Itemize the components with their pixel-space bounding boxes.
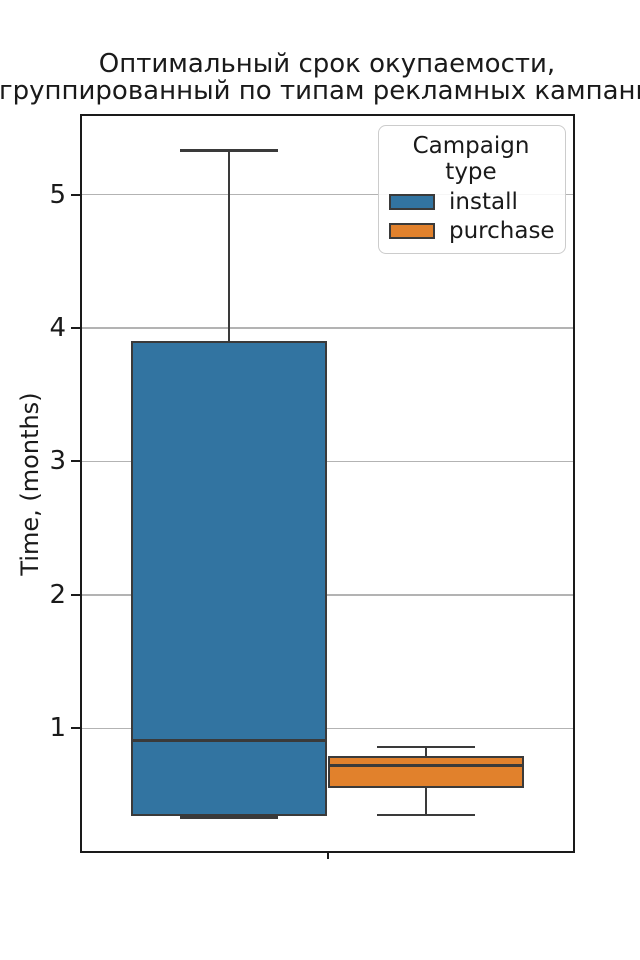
gridline-y5 (82, 193, 573, 196)
chart-title-line2: сгруппированный по типам рекламных кампа… (0, 76, 640, 106)
x-tick-mark (326, 851, 329, 859)
gridline-y4 (82, 327, 573, 329)
box-install (131, 341, 328, 817)
cap-lower-install (180, 816, 279, 819)
legend-label-purchase: purchase (449, 218, 555, 244)
legend-row-install: install (389, 189, 553, 215)
y-axis-label: Time, (months) (16, 392, 44, 576)
y-tick-mark-1 (71, 727, 80, 730)
y-tick-label-4: 4 (49, 313, 66, 344)
legend-title: Campaign type (412, 133, 530, 185)
whisker-upper-install (228, 150, 231, 342)
median-install (133, 739, 326, 742)
legend-swatch-purchase (389, 223, 435, 239)
chart-title-line1: Оптимальный срок окупаемости, (98, 49, 556, 79)
legend-label-install: install (449, 189, 518, 215)
y-tick-mark-4 (71, 327, 80, 330)
y-tick-mark-5 (71, 193, 80, 196)
y-tick-mark-3 (71, 460, 80, 463)
legend-row-purchase: purchase (389, 218, 555, 244)
gridline-y1 (82, 727, 573, 730)
cap-upper-purchase (376, 745, 475, 749)
y-tick-label-1: 1 (49, 713, 66, 744)
gridline-y2 (82, 594, 573, 596)
whisker-lower-purchase (424, 788, 427, 815)
gridline-y3 (82, 460, 573, 463)
box-purchase (327, 756, 524, 789)
y-tick-label-5: 5 (49, 179, 66, 210)
cap-upper-install (180, 149, 279, 152)
y-tick-mark-2 (71, 593, 80, 596)
whisker-upper-purchase (424, 746, 427, 757)
legend-entries: install purchase (389, 189, 555, 244)
legend: Campaign type install purchase (378, 125, 566, 254)
legend-swatch-install (389, 194, 435, 210)
y-tick-label-2: 2 (49, 579, 66, 610)
median-purchase (329, 764, 522, 767)
cap-lower-purchase (376, 813, 475, 817)
y-tick-label-3: 3 (49, 446, 66, 477)
chart-title: Оптимальный срок окупаемости, сгруппиров… (0, 51, 640, 105)
